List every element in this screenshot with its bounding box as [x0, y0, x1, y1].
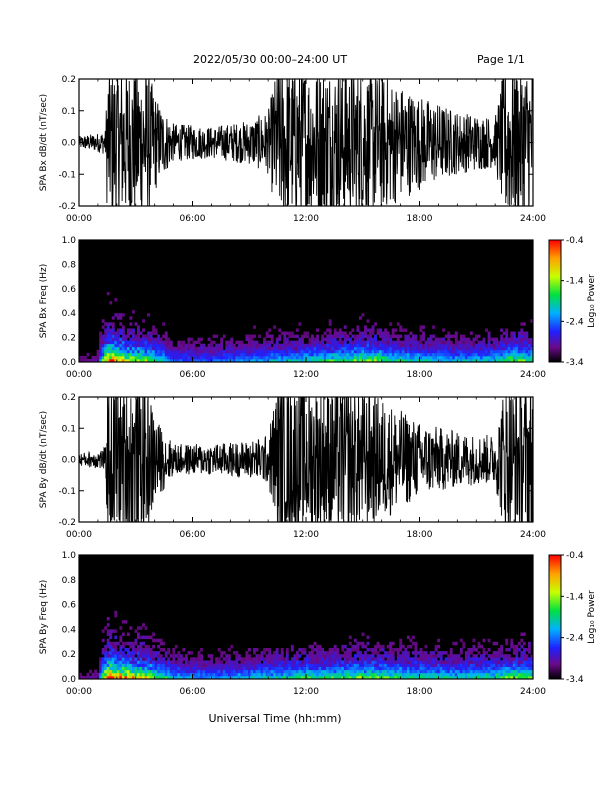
plot-area [79, 79, 533, 206]
y-axis-label: SPA Bx Freq (Hz) [39, 264, 49, 339]
x-tick-label: 24:00 [520, 687, 546, 697]
x-tick-label: 00:00 [66, 530, 92, 540]
y-tick-label: 0.8 [62, 576, 77, 586]
x-tick-label: 18:00 [407, 530, 433, 540]
plot-area [79, 397, 533, 522]
x-tick-label: 12:00 [293, 370, 319, 380]
x-tick-label: 12:00 [293, 530, 319, 540]
y-tick-label: 0.4 [62, 625, 77, 635]
x-tick-label: 00:00 [66, 687, 92, 697]
x-tick-label: 06:00 [180, 687, 206, 697]
y-tick-label: 0.1 [62, 107, 76, 117]
panel-4: -0.4 -1.4 -2.4 -3.4 Log₁₀ Power 00:00 06:00 12:… [39, 551, 597, 697]
x-tick-label: 12:00 [293, 214, 319, 224]
colorbar-tick-label: -2.4 [566, 317, 584, 327]
colorbar-label: Log₁₀ Power [587, 590, 597, 644]
series-line [79, 79, 533, 206]
y-tick-label: 0.2 [62, 75, 76, 85]
colorbar-tick-label: -1.4 [566, 277, 584, 287]
x-tick-label: 00:00 [66, 214, 92, 224]
x-tick-label: 18:00 [407, 687, 433, 697]
x-tick-label: 24:00 [520, 214, 546, 224]
y-tick-label: 0.2 [62, 334, 76, 344]
y-tick-label: -0.1 [58, 487, 76, 497]
x-tick-label: 06:00 [180, 530, 206, 540]
x-tick-label: 12:00 [293, 687, 319, 697]
colorbar [548, 554, 562, 680]
panel-3: 00:00 06:00 12:00 18:00 24:00 -0.2 -0.1 0.0 0.1 0… [39, 393, 546, 540]
colorbar [548, 239, 562, 363]
panel-2: -0.4 -1.4 -2.4 -3.4 Log₁₀ Power 00:00 06:00 12:… [39, 236, 597, 380]
x-tick-label: 24:00 [520, 530, 546, 540]
y-tick-label: -0.1 [58, 170, 76, 180]
y-axis-label: SPA By Freq (Hz) [39, 580, 49, 655]
x-tick-label: 24:00 [520, 370, 546, 380]
y-tick-label: 1.0 [62, 236, 77, 246]
y-tick-label: 0.0 [62, 456, 77, 466]
y-tick-label: 0.6 [62, 601, 77, 611]
y-tick-label: 0.1 [62, 424, 76, 434]
y-tick-label: 0.2 [62, 393, 76, 403]
colorbar-tick-label: -3.4 [566, 358, 584, 368]
colorbar-tick-label: -0.4 [566, 236, 584, 246]
x-tick-label: 06:00 [180, 370, 206, 380]
series-line [79, 397, 533, 522]
colorbar-tick-label: -1.4 [566, 592, 584, 602]
spectrogram-cells [79, 610, 533, 679]
colorbar-label: Log₁₀ Power [587, 274, 597, 328]
plot-area [79, 555, 533, 679]
page-number: Page 1/1 [477, 53, 525, 66]
colorbar-tick-label: -2.4 [566, 634, 584, 644]
panel-1: 00:00 06:00 12:00 18:00 24:00 -0.2 -0.1 0.0 0.1 0… [39, 75, 546, 224]
y-axis-label: SPA By dB/dt (nT/sec) [39, 411, 49, 508]
x-axis-label: Universal Time (hh:mm) [209, 712, 342, 725]
x-tick-label: 06:00 [180, 214, 206, 224]
x-tick-label: 18:00 [407, 214, 433, 224]
y-tick-label: -0.2 [58, 518, 76, 528]
y-tick-label: 0.6 [62, 285, 77, 295]
y-tick-label: 0.0 [62, 358, 77, 368]
y-tick-label: 0.0 [62, 139, 77, 149]
colorbar-tick-label: -0.4 [566, 551, 584, 561]
y-tick-label: 0.2 [62, 650, 76, 660]
x-tick-label: 00:00 [66, 370, 92, 380]
spectrogram-cells [79, 291, 533, 362]
y-tick-label: -0.2 [58, 202, 76, 212]
x-tick-label: 18:00 [407, 370, 433, 380]
plot-area [79, 240, 533, 362]
y-tick-label: 0.8 [62, 260, 77, 270]
colorbar-tick-label: -3.4 [566, 675, 584, 685]
y-axis-label: SPA Bx dB/dt (nT/sec) [39, 94, 49, 191]
y-tick-label: 0.0 [62, 675, 77, 685]
y-tick-label: 0.4 [62, 309, 77, 319]
chart-title: 2022/05/30 00:00–24:00 UT [193, 53, 348, 66]
y-tick-label: 1.0 [62, 551, 77, 561]
